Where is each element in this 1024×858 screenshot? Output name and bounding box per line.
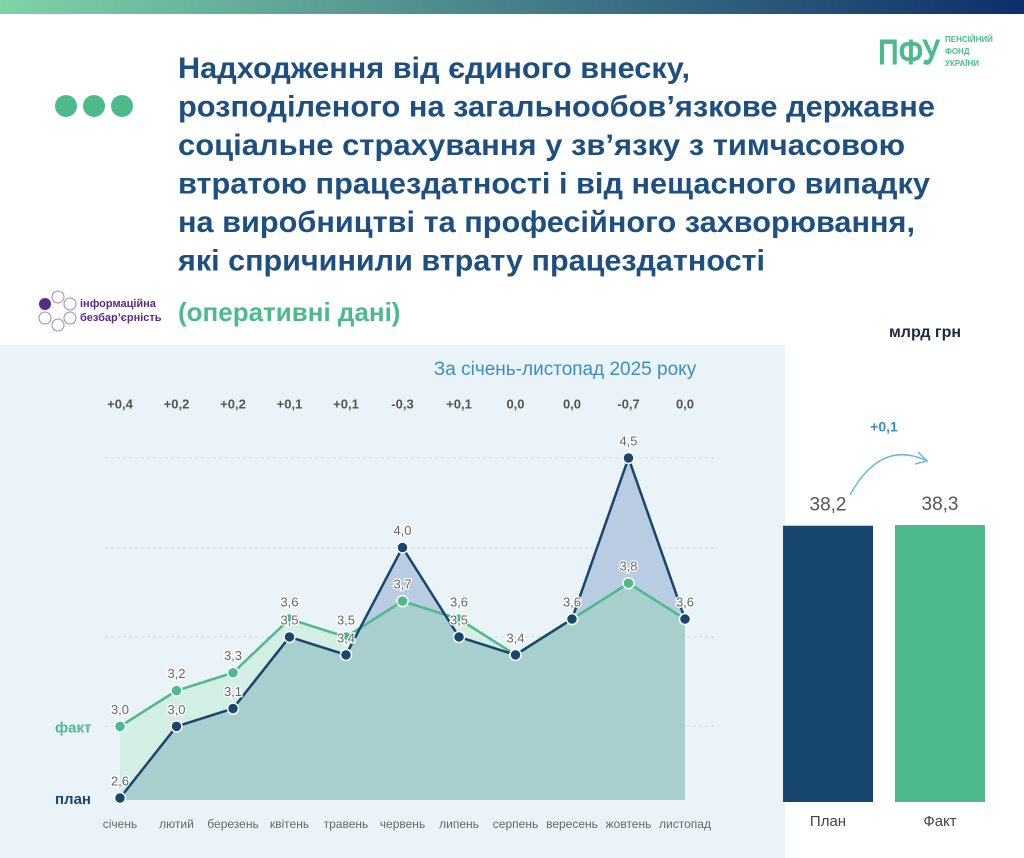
difference-label: -0,7 bbox=[617, 396, 639, 411]
pfu-logo: ПФУ ПЕНСІЙНИЙ ФОНД УКРАЇНИ bbox=[878, 32, 993, 73]
difference-label: +0,2 bbox=[164, 396, 190, 411]
point bbox=[339, 630, 353, 644]
point bbox=[622, 577, 635, 590]
point bbox=[113, 720, 127, 733]
legend-label: факт bbox=[55, 719, 91, 736]
title-line: розподіленого на загальнообов’язкове дер… bbox=[178, 90, 935, 123]
point bbox=[226, 666, 240, 679]
data-label: 3,5 bbox=[337, 612, 355, 627]
x-tick-label: березень bbox=[207, 817, 258, 831]
difference-label: 0,0 bbox=[506, 396, 524, 411]
title: Надходження від єдиного внеску, розподіле… bbox=[177, 52, 935, 278]
difference-label: +0,1 bbox=[333, 396, 359, 411]
difference-label: +0,4 bbox=[107, 396, 133, 411]
x-tick-label: червень bbox=[380, 817, 425, 831]
data-label: 4,5 bbox=[619, 433, 637, 448]
point bbox=[396, 594, 409, 608]
data-label: 3,6 bbox=[676, 594, 694, 609]
point bbox=[113, 791, 127, 805]
x-tick-label: листопад bbox=[659, 817, 711, 831]
data-label: 38,3 bbox=[922, 494, 959, 515]
point bbox=[283, 612, 296, 626]
data-label: 3,2 bbox=[167, 666, 185, 681]
logo-abbr: ПФУ bbox=[878, 32, 940, 73]
data-label: 3,6 bbox=[450, 594, 468, 609]
data-label: 3,8 bbox=[619, 559, 637, 574]
arrow bbox=[849, 453, 926, 496]
data-label: 4,0 bbox=[393, 523, 411, 538]
legend-label: план bbox=[55, 791, 91, 808]
point bbox=[283, 630, 296, 644]
arrow-head bbox=[914, 451, 929, 465]
data-label: 3,0 bbox=[167, 702, 185, 717]
x-tick-label: квітень bbox=[270, 817, 309, 831]
data-label: 3,0 bbox=[111, 702, 129, 717]
logo-name: УКРАЇНИ bbox=[945, 59, 979, 68]
logo-text: безбар’єрність bbox=[80, 312, 162, 324]
x-tick-label: жовтень bbox=[606, 817, 652, 831]
difference-label: +0,1 bbox=[446, 396, 472, 411]
title-line: на виробництві та професійного захворюва… bbox=[178, 206, 915, 239]
data-label: 3,4 bbox=[337, 630, 355, 645]
difference-label: 0,0 bbox=[563, 396, 581, 411]
difference-label: +0,2 bbox=[220, 396, 246, 411]
point bbox=[396, 541, 409, 554]
x-tick-label: лютий bbox=[159, 817, 194, 831]
point bbox=[678, 612, 692, 626]
point bbox=[452, 612, 466, 626]
point bbox=[170, 720, 183, 733]
title-line: соціальне страхування у зв’язку з тимчас… bbox=[178, 129, 905, 162]
top-bar bbox=[0, 0, 1024, 14]
data-label: 3,1 bbox=[224, 684, 242, 699]
data-label: 3,4 bbox=[506, 630, 524, 645]
x-tick-label: Факт bbox=[923, 813, 956, 830]
difference-label: 0,0 bbox=[676, 396, 694, 411]
x-tick-label: вересень bbox=[546, 817, 598, 831]
data-label: 3,7 bbox=[393, 577, 411, 592]
point bbox=[170, 684, 183, 697]
title-line: які спричинили втрату працездатності bbox=[177, 244, 765, 277]
bar bbox=[895, 525, 985, 802]
data-label: 3,4 bbox=[506, 630, 524, 645]
data-label: 3,6 bbox=[563, 594, 581, 609]
dots bbox=[55, 95, 133, 117]
data-label: 2,6 bbox=[111, 773, 129, 788]
difference-label: +0,1 bbox=[870, 419, 898, 435]
data-label: 3,5 bbox=[450, 612, 468, 627]
x-tick-label: травень bbox=[324, 817, 369, 831]
point bbox=[565, 612, 579, 626]
logo-name: ФОНД bbox=[945, 47, 970, 56]
accessibility-logo: інформаційна безбар’єрність bbox=[38, 290, 162, 332]
x-tick-label: липень bbox=[439, 817, 479, 831]
difference-label: -0,3 bbox=[391, 396, 413, 411]
x-tick-label: План bbox=[810, 813, 846, 830]
data-label: 3,3 bbox=[224, 648, 242, 663]
data-label: 3,6 bbox=[676, 594, 694, 609]
x-tick-label: січень bbox=[103, 817, 137, 831]
chart-subtitle: За січень-листопад 2025 року bbox=[434, 359, 697, 380]
data-label: 3,6 bbox=[280, 594, 298, 609]
logo-text: інформаційна bbox=[80, 298, 157, 310]
logo-name: ПЕНСІЙНИЙ bbox=[945, 35, 993, 44]
title-line: втратою працездатності і від нещасного в… bbox=[178, 167, 930, 200]
subtitle: (оперативні дані) bbox=[178, 297, 400, 327]
difference-label: +0,1 bbox=[277, 396, 303, 411]
point bbox=[226, 702, 240, 715]
point bbox=[622, 451, 635, 465]
point bbox=[452, 630, 466, 644]
point bbox=[509, 648, 522, 662]
bar bbox=[783, 525, 873, 802]
data-label: 38,2 bbox=[810, 495, 847, 516]
data-label: 3,6 bbox=[563, 594, 581, 609]
data-label: 3,5 bbox=[280, 612, 298, 627]
unit-label: млрд грн bbox=[889, 324, 961, 341]
x-tick-label: серпень bbox=[493, 817, 538, 831]
plot: 3,0 3,2 3,3 3,6 3,5 3,7 3,6 3,4 3,6 3,8 3,6 факт 2,6… bbox=[55, 396, 985, 831]
point bbox=[339, 648, 353, 662]
title-line: Надходження від єдиного внеску, bbox=[178, 52, 690, 85]
